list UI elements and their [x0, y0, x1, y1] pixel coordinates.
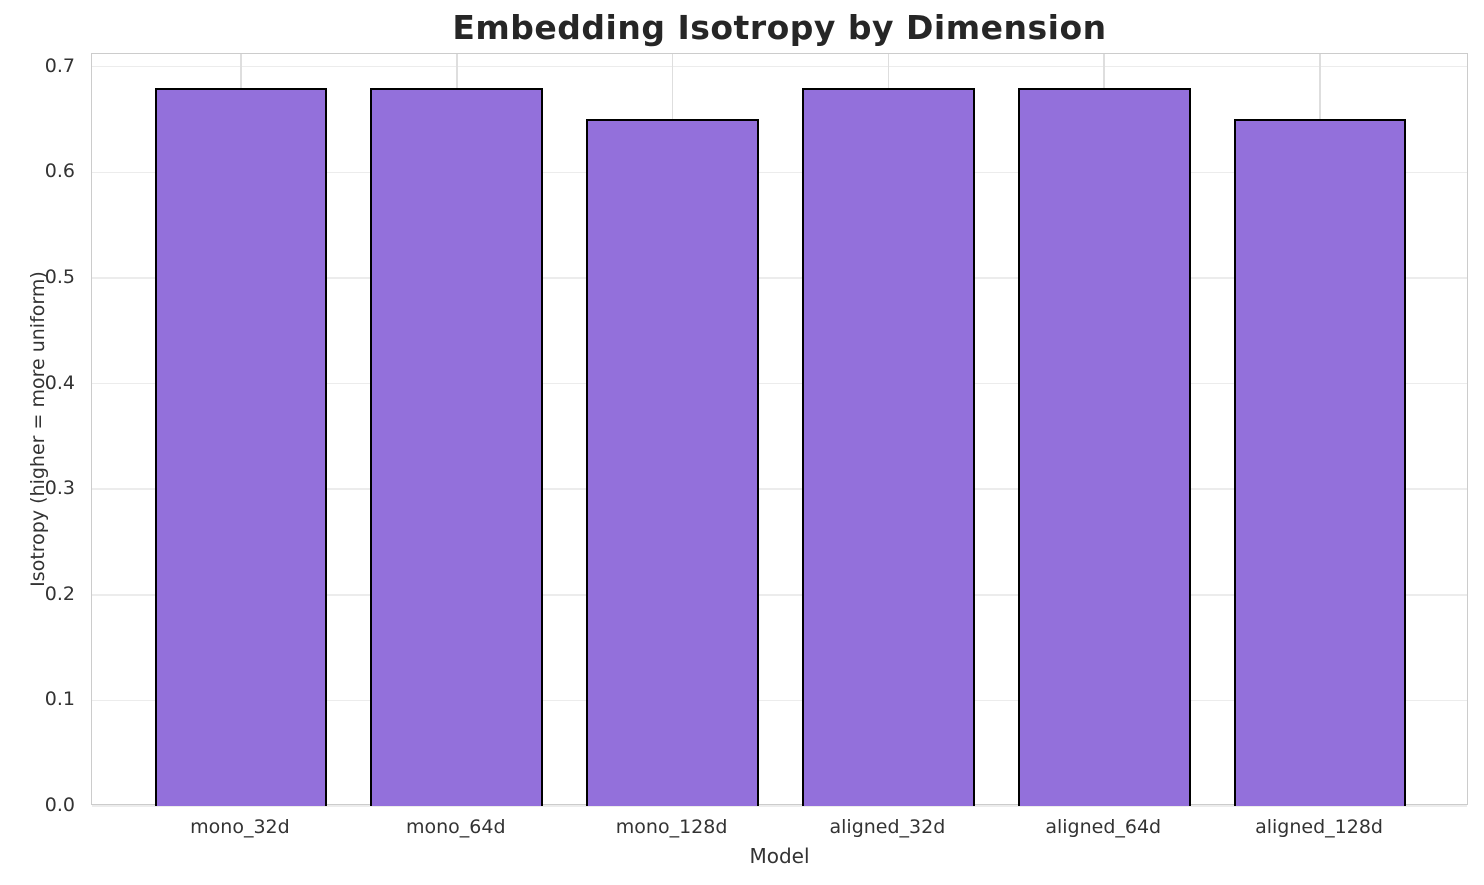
x-axis-label: Model — [749, 844, 810, 868]
h-gridline — [92, 699, 1467, 702]
y-tick-label: 0.0 — [44, 794, 75, 816]
bar-mono_64d — [370, 87, 544, 806]
x-tick-label: aligned_64d — [1045, 816, 1162, 838]
y-tick-label: 0.6 — [44, 160, 75, 183]
chart-title: Embedding Isotropy by Dimension — [452, 8, 1107, 47]
bar-mono_128d — [586, 119, 759, 806]
bar-aligned_64d — [1017, 87, 1191, 806]
plot-area — [91, 53, 1468, 807]
x-tick-label: aligned_32d — [829, 816, 946, 838]
h-gridline — [92, 65, 1467, 68]
x-tick-label: mono_128d — [615, 816, 728, 838]
y-axis-label: Isotropy (higher = more uniform) — [27, 271, 49, 587]
y-tick-label: 0.7 — [44, 54, 75, 77]
bar-layer — [92, 54, 1467, 806]
y-tick-label: 0.1 — [44, 688, 75, 711]
x-tick-label: aligned_128d — [1255, 816, 1383, 838]
y-tick-label: 0.2 — [44, 582, 75, 605]
h-gridline — [92, 805, 1467, 807]
h-gridline — [92, 382, 1467, 385]
y-tick-label: 0.3 — [44, 477, 75, 500]
x-tick-label: mono_32d — [190, 816, 290, 838]
h-gridline — [92, 171, 1467, 174]
h-gridline — [92, 488, 1467, 490]
h-gridline — [92, 594, 1467, 596]
bar-aligned_32d — [802, 87, 975, 806]
x-tick-label: mono_64d — [405, 816, 506, 838]
bar-aligned_128d — [1233, 119, 1407, 806]
bar-mono_32d — [154, 87, 328, 806]
h-gridline — [92, 277, 1467, 279]
y-tick-label: 0.4 — [44, 371, 75, 394]
y-tick-label: 0.5 — [44, 265, 75, 288]
